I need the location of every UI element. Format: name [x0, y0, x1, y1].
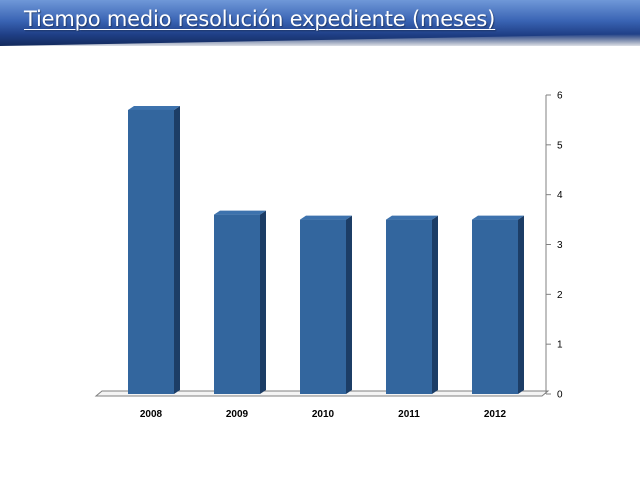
x-tick-label: 2009 [226, 409, 249, 420]
y-tick-label: 0 [557, 390, 563, 401]
y-tick-label: 4 [557, 190, 563, 201]
bar-top [300, 215, 352, 220]
x-tick-label: 2011 [398, 409, 420, 420]
bar-side [518, 215, 524, 394]
x-tick-label: 2008 [140, 409, 163, 420]
bar [472, 219, 518, 394]
title-band: Tiempo medio resolución expediente (mese… [0, 0, 640, 46]
y-tick-label: 3 [557, 240, 563, 251]
y-tick-label: 5 [557, 140, 563, 151]
bar-side [174, 105, 180, 394]
bar [214, 214, 260, 394]
bar-side [260, 210, 266, 394]
slide-title: Tiempo medio resolución expediente (mese… [24, 7, 496, 31]
y-tick-label: 2 [557, 290, 563, 301]
y-tick-label: 6 [557, 91, 563, 102]
bar-top [214, 210, 266, 215]
x-tick-label: 2012 [484, 409, 507, 420]
bar [300, 219, 346, 394]
bar-side [346, 215, 352, 394]
bar [386, 219, 432, 394]
bar-top [128, 105, 180, 110]
bar-top [386, 215, 438, 220]
bar-top [472, 215, 524, 220]
y-tick-label: 1 [557, 340, 563, 351]
bar [128, 109, 174, 394]
bar-side [432, 215, 438, 394]
x-tick-label: 2010 [312, 409, 335, 420]
